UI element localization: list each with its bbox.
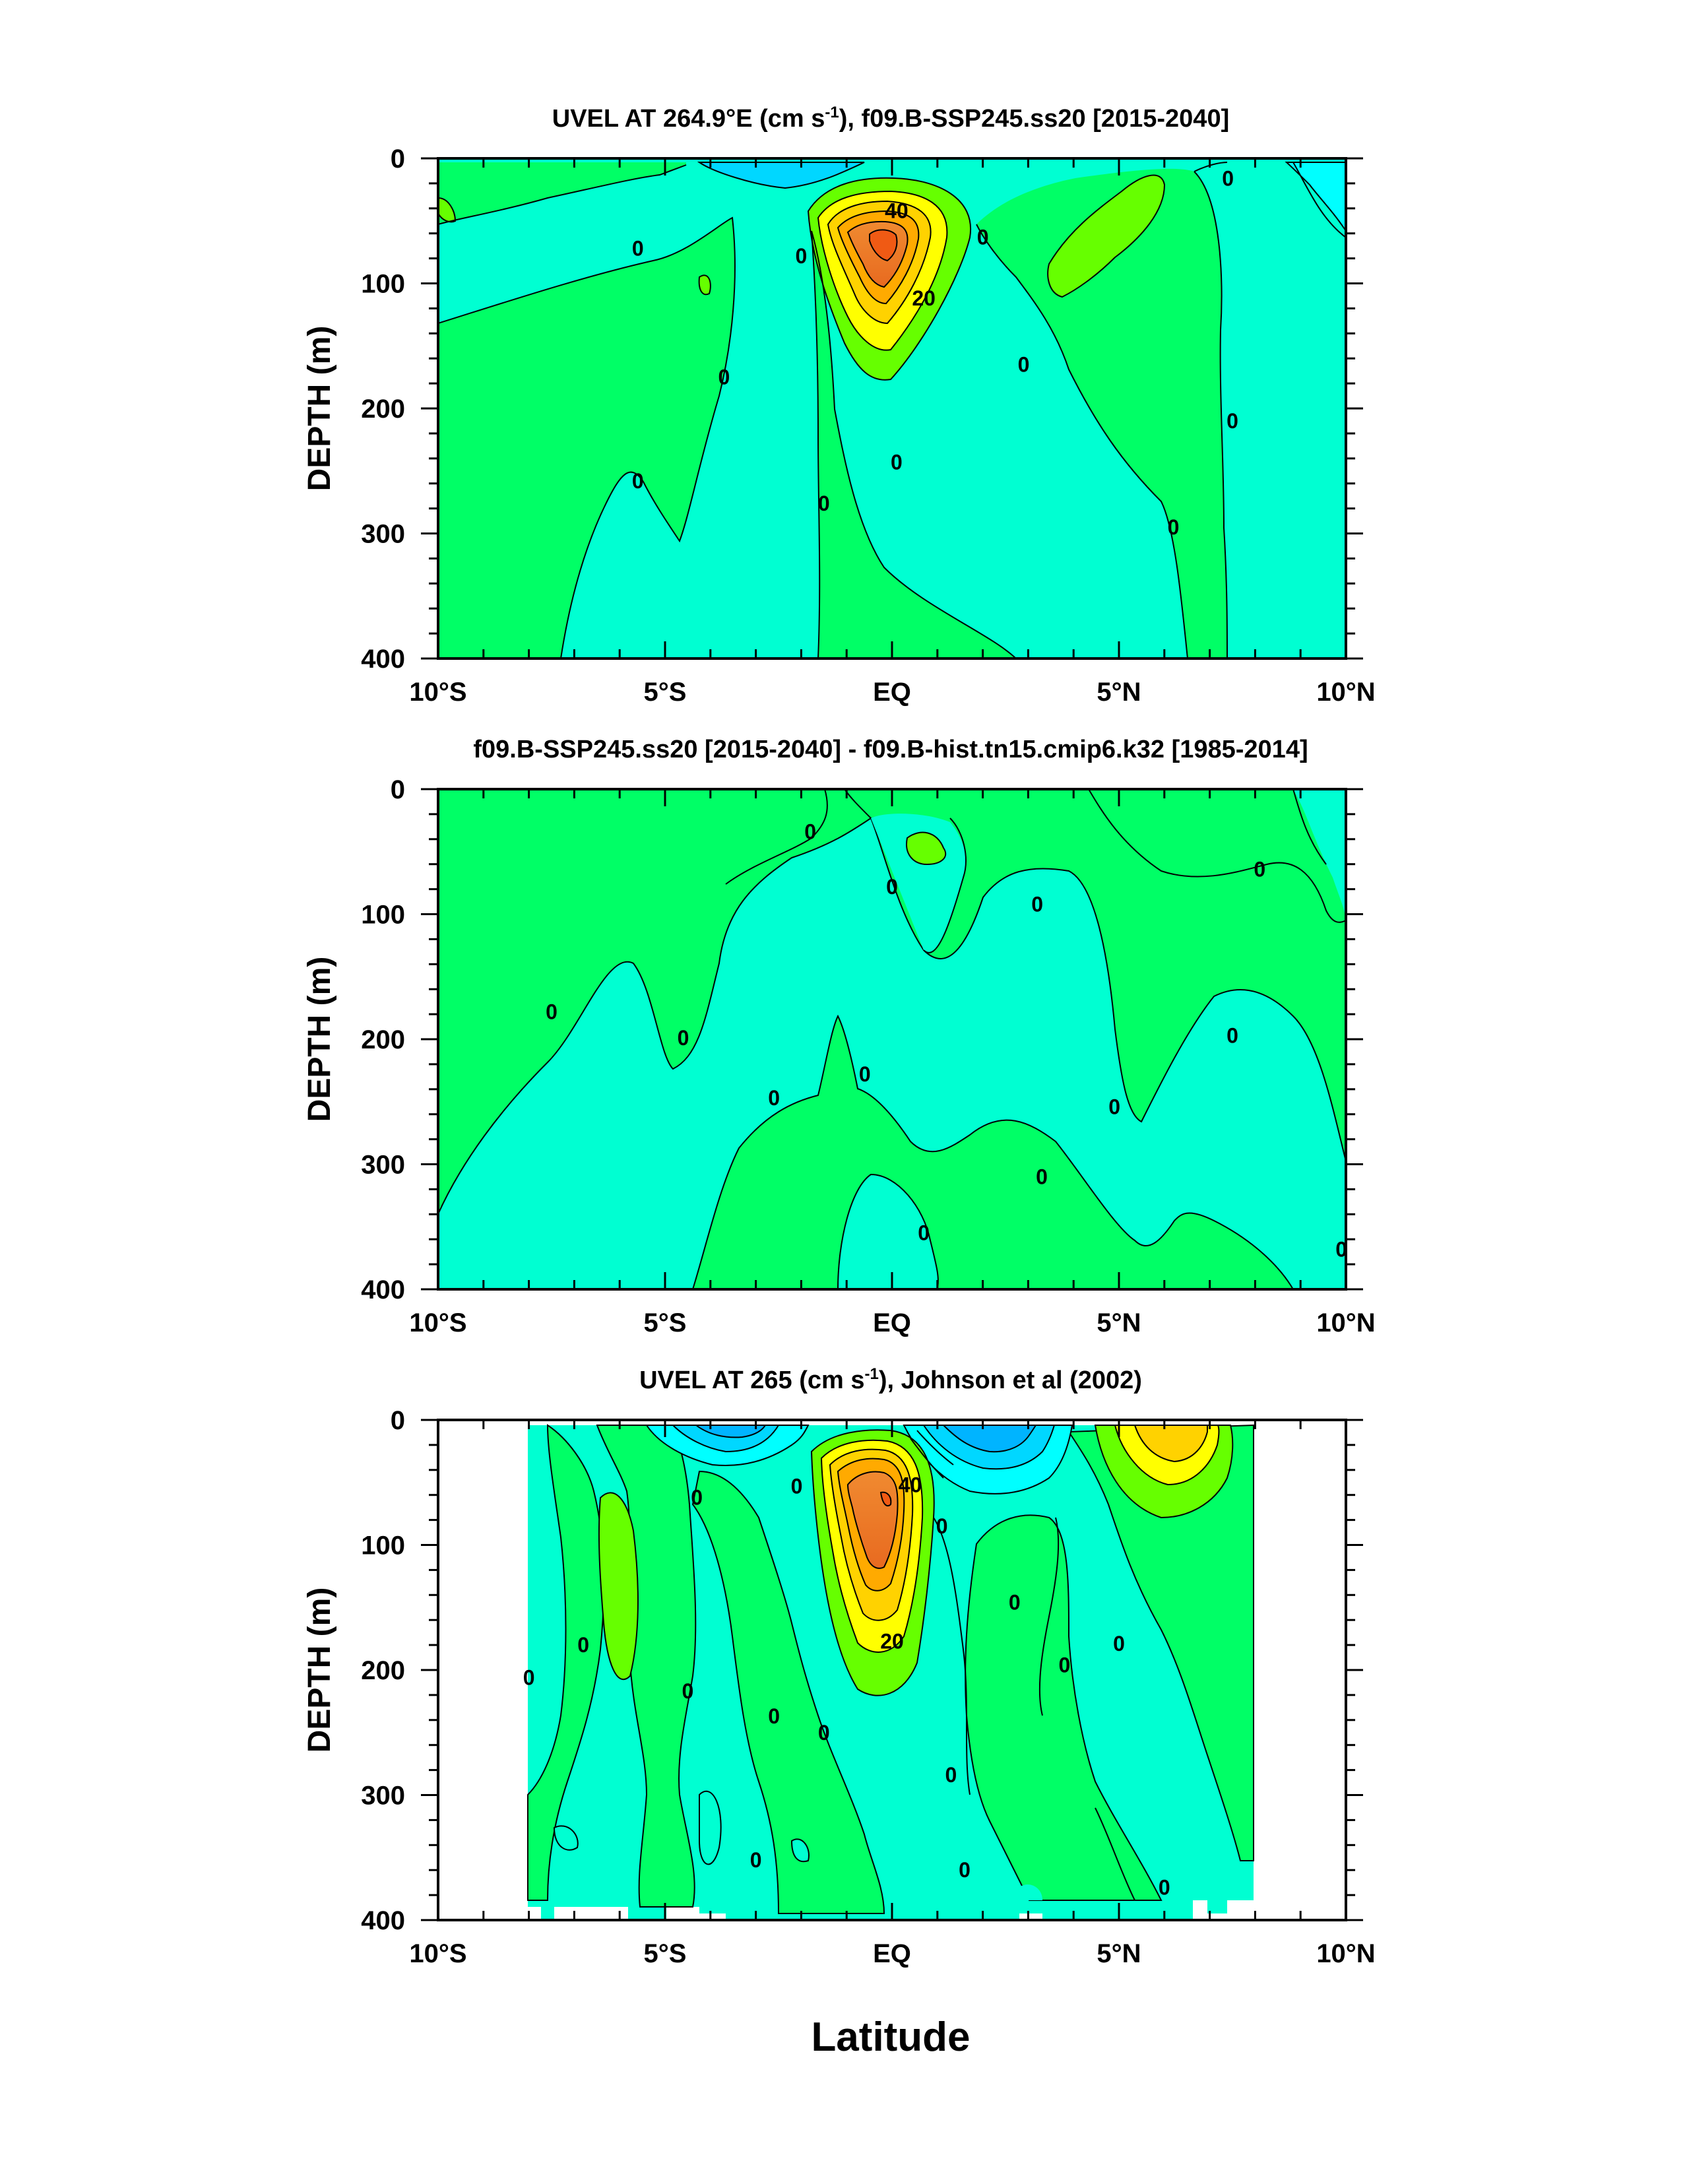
contour-label: 0: [1168, 515, 1180, 539]
x-tick-label: 10°S: [409, 1308, 466, 1337]
contour-label: 0: [791, 1474, 803, 1498]
panel-1-title: UVEL AT 264.9°E (cm s-1), f09.B-SSP245.s…: [552, 104, 1229, 133]
panel-1-contour-labels: 0 0 0 0 0 0 0 0 0 0 0 40 20: [632, 166, 1238, 539]
contour-label: 0: [768, 1704, 780, 1728]
y-tick-label: 200: [361, 1656, 405, 1685]
y-tick-label: 300: [361, 520, 405, 549]
panel-3-title: UVEL AT 265 (cm s-1), Johnson et al (200…: [639, 1365, 1142, 1394]
contour-label: 0: [886, 875, 898, 899]
y-tick-label: 0: [391, 145, 405, 174]
panel-3-y-axis-label: DEPTH (m): [302, 1588, 337, 1753]
x-tick-label: 5°N: [1097, 1308, 1141, 1337]
contour-label: 0: [1227, 409, 1238, 433]
contour-label: 0: [1335, 1237, 1347, 1261]
contour-label: 0: [546, 1000, 558, 1023]
contour-label: 0: [977, 225, 989, 249]
contour-label: 0: [523, 1665, 535, 1689]
contour-label: 0: [682, 1679, 694, 1703]
contour-label: 0: [768, 1086, 780, 1110]
x-axis-label: Latitude: [811, 2014, 970, 2060]
contour-label: 0: [678, 1026, 689, 1050]
x-tick-label: EQ: [873, 678, 911, 707]
contour-label: 0: [632, 469, 644, 493]
contour-label: 0: [577, 1633, 589, 1657]
x-tick-label: 5°S: [644, 678, 687, 707]
contour-label: 40: [885, 199, 908, 223]
y-tick-label: 200: [361, 1025, 405, 1054]
x-tick-label: 5°S: [644, 1939, 687, 1968]
panel-2-y-axis-label: DEPTH (m): [302, 957, 337, 1122]
contour-label: 0: [632, 236, 644, 260]
contour-label: 0: [750, 1848, 762, 1872]
panel-3-plot: [527, 1424, 1254, 1920]
contour-label: 0: [945, 1763, 957, 1787]
contour-label: 0: [891, 450, 903, 474]
panel-1-plot: [437, 158, 1347, 659]
contour-label: 40: [899, 1473, 922, 1497]
x-tick-label: EQ: [873, 1308, 911, 1337]
x-tick-label: 5°S: [644, 1308, 687, 1337]
panel-3: UVEL AT 265 (cm s-1), Johnson et al (200…: [302, 1365, 1376, 2060]
panel-1-y-axis-label: DEPTH (m): [302, 326, 337, 492]
contour-label: 0: [1113, 1632, 1125, 1655]
contour-label: 0: [936, 1514, 948, 1538]
contour-label: 0: [918, 1221, 930, 1245]
contour-label: 0: [1031, 892, 1043, 916]
panel-2-title: f09.B-SSP245.ss20 [2015-2040] - f09.B-hi…: [473, 736, 1308, 763]
x-tick-label: 5°N: [1097, 1939, 1141, 1968]
x-tick-label: 10°N: [1316, 678, 1375, 707]
panel-2-contour-labels: 0 0 0 0 0 0 0 0 0 0 0 0 0: [546, 819, 1347, 1261]
contour-label: 0: [1108, 1095, 1120, 1118]
contour-label: 20: [880, 1629, 904, 1653]
x-tick-label: EQ: [873, 1939, 911, 1968]
contour-label: 20: [912, 286, 936, 310]
panel-1: UVEL AT 264.9°E (cm s-1), f09.B-SSP245.s…: [302, 104, 1376, 707]
panel-2-ticks: 10°S 5°S EQ 5°N 10°N 0 100 200 300 400: [361, 775, 1375, 1337]
contour-label: 0: [1018, 353, 1030, 377]
x-tick-label: 5°N: [1097, 678, 1141, 707]
contour-label: 0: [1222, 166, 1234, 190]
contour-label: 0: [718, 366, 730, 389]
contour-label: 0: [859, 1062, 871, 1086]
contour-label: 0: [818, 492, 830, 515]
contour-label: 0: [1159, 1876, 1170, 1900]
y-tick-label: 300: [361, 1151, 405, 1180]
y-tick-label: 100: [361, 901, 405, 930]
contour-label: 0: [818, 1721, 830, 1745]
panel-2: f09.B-SSP245.ss20 [2015-2040] - f09.B-hi…: [302, 736, 1376, 1337]
contour-label: 0: [691, 1485, 703, 1509]
y-tick-label: 0: [391, 775, 405, 804]
contour-label: 0: [1059, 1653, 1071, 1677]
panel-2-plot: [437, 788, 1347, 1290]
contour-label: 0: [1254, 857, 1265, 881]
contour-label: 0: [959, 1858, 971, 1882]
y-tick-label: 0: [391, 1406, 405, 1435]
contour-label: 0: [796, 244, 808, 268]
contour-label: 0: [1227, 1023, 1238, 1047]
x-tick-label: 10°S: [409, 1939, 466, 1968]
y-tick-label: 100: [361, 270, 405, 299]
y-tick-label: 100: [361, 1531, 405, 1560]
y-tick-label: 400: [361, 1275, 405, 1304]
y-tick-label: 200: [361, 395, 405, 424]
contour-label: 0: [1036, 1165, 1048, 1188]
x-tick-label: 10°S: [409, 678, 466, 707]
panel-3-contour-labels: 0 0 0 0 0 0 0 0 0 0 0 0 0 0 0 40 20: [523, 1473, 1170, 1900]
contour-label: 0: [804, 819, 816, 843]
y-tick-label: 400: [361, 645, 405, 674]
y-tick-label: 400: [361, 1906, 405, 1935]
y-tick-label: 300: [361, 1782, 405, 1811]
x-tick-label: 10°N: [1316, 1939, 1375, 1968]
x-tick-label: 10°N: [1316, 1308, 1375, 1337]
contour-label: 0: [1009, 1591, 1021, 1615]
